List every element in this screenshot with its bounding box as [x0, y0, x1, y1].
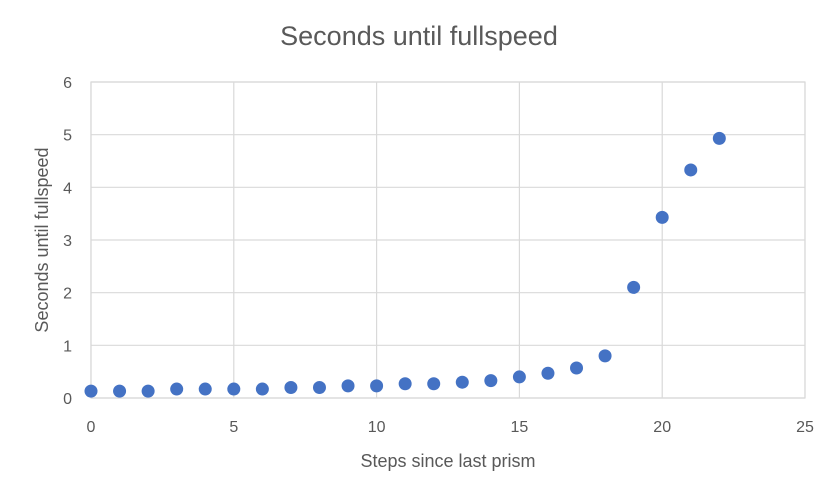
data-point	[598, 349, 612, 363]
data-point	[198, 382, 212, 396]
y-tick-label: 0	[63, 391, 72, 408]
data-point	[541, 366, 555, 380]
data-point	[427, 377, 441, 391]
data-point	[512, 370, 526, 384]
data-point	[370, 379, 384, 393]
x-tick-label: 25	[796, 419, 814, 436]
data-point	[284, 380, 298, 394]
data-point	[113, 384, 127, 398]
y-axis-title: Seconds until fullspeed	[32, 147, 52, 332]
data-point	[712, 131, 726, 145]
y-axis-ticks: 0 1 2 3 4 5 6	[63, 75, 72, 408]
data-point	[141, 384, 155, 398]
y-tick-label: 1	[63, 338, 72, 355]
plot-area-border	[90, 81, 806, 399]
data-point	[84, 384, 98, 398]
data-point	[570, 361, 584, 375]
grid-lines	[90, 81, 806, 399]
data-point	[398, 377, 412, 391]
y-tick-label: 3	[63, 233, 72, 250]
data-point	[627, 280, 641, 294]
data-point	[227, 382, 241, 396]
y-tick-label: 2	[63, 286, 72, 303]
chart-title: Seconds until fullspeed	[280, 21, 558, 51]
data-point	[255, 382, 269, 396]
y-tick-label: 6	[63, 75, 72, 92]
x-tick-label: 5	[229, 419, 238, 436]
y-tick-label: 4	[63, 180, 72, 197]
data-point	[341, 379, 355, 393]
data-point	[684, 163, 698, 177]
x-tick-label: 0	[87, 419, 96, 436]
data-point	[455, 375, 469, 389]
data-point	[655, 210, 669, 224]
x-tick-label: 10	[368, 419, 386, 436]
x-axis-ticks: 0 5 10 15 20 25	[87, 419, 814, 436]
data-point	[170, 382, 184, 396]
x-tick-label: 20	[653, 419, 671, 436]
x-tick-label: 15	[511, 419, 529, 436]
data-points	[84, 131, 726, 398]
data-point	[484, 374, 498, 388]
data-point	[312, 380, 326, 394]
x-axis-title: Steps since last prism	[360, 451, 535, 471]
y-tick-label: 5	[63, 128, 72, 145]
